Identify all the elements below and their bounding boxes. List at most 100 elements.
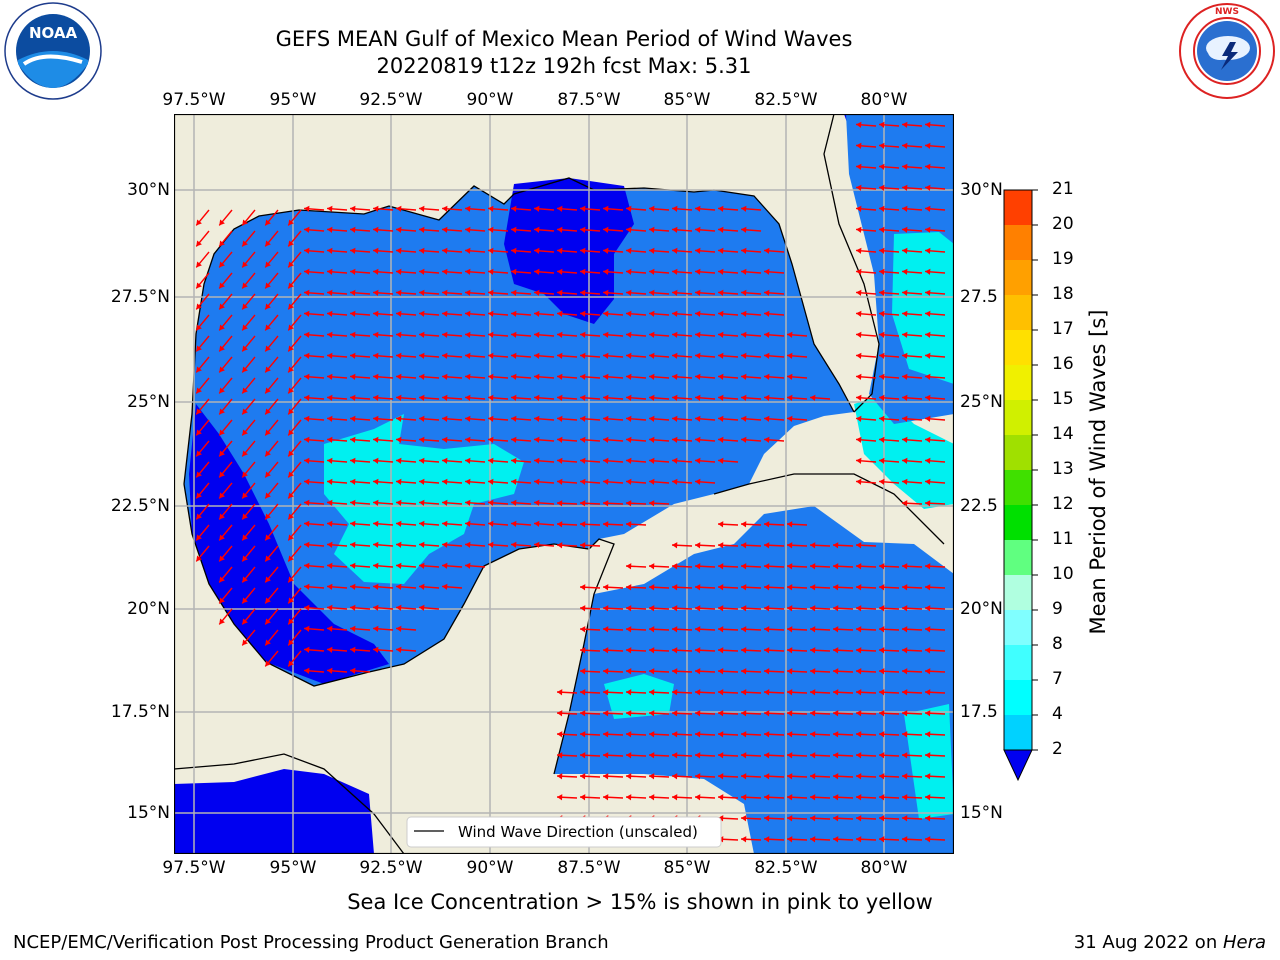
wave-arrow-head: [465, 310, 471, 317]
wave-arrow-head: [879, 373, 885, 380]
wave-arrow-head: [833, 752, 839, 759]
wave-arrow-head: [925, 373, 931, 380]
wave-arrow-head: [902, 836, 908, 843]
wave-arrow-head: [649, 752, 655, 759]
wave-arrow-head: [511, 478, 517, 485]
wave-arrow-head: [856, 121, 862, 128]
wave-arrow-head: [856, 184, 862, 191]
wave-arrow-head: [764, 310, 770, 317]
wave-arrow-head: [925, 163, 931, 170]
wave-arrow-head: [764, 626, 770, 633]
wave-arrow-head: [879, 647, 885, 654]
map-subtitle: 20220819 t12z 192h fcst Max: 5.31: [376, 54, 752, 78]
colorbar-segment: [1004, 225, 1032, 261]
wave-arrow-head: [580, 226, 586, 233]
wave-arrow-head: [534, 268, 540, 275]
wave-arrow-head: [580, 731, 586, 738]
wave-arrow-head: [672, 205, 678, 212]
wave-arrow-head: [626, 373, 632, 380]
wave-arrow-head: [741, 373, 747, 380]
wave-arrow-head: [265, 429, 271, 436]
colorbar-segment: [1004, 715, 1032, 751]
svg-text:NWS: NWS: [1215, 7, 1239, 17]
colorbar-tick-label: 7: [1052, 669, 1063, 689]
wave-arrow-head: [396, 247, 402, 254]
wave-arrow-head: [603, 584, 609, 591]
wave-arrow-head: [242, 555, 248, 562]
map-legend: Wind Wave Direction (unscaled): [406, 816, 722, 848]
wave-arrow-head: [396, 373, 402, 380]
wave-arrow-head: [396, 310, 402, 317]
wave-arrow-head: [718, 436, 724, 443]
wave-arrow-head: [810, 626, 816, 633]
wave-arrow-head: [856, 605, 862, 612]
wave-arrow-head: [265, 282, 271, 289]
wave-arrow-head: [695, 394, 701, 401]
wave-arrow-head: [265, 471, 271, 478]
wave-arrow-head: [373, 520, 379, 527]
wave-arrow-head: [925, 752, 931, 759]
wave-arrow-head: [741, 205, 747, 212]
wave-arrow-head: [902, 668, 908, 675]
wave-arrow-head: [741, 331, 747, 338]
wave-arrow-head: [879, 226, 885, 233]
wave-arrow-head: [787, 352, 793, 359]
wave-arrow-head: [672, 247, 678, 254]
wave-arrow-head: [856, 563, 862, 570]
wave-arrow-head: [488, 499, 494, 506]
wave-arrow-head: [902, 815, 908, 822]
wave-arrow-head: [833, 836, 839, 843]
wave-arrow-head: [373, 394, 379, 401]
wave-arrow-head: [626, 563, 632, 570]
wave-arrow-head: [856, 478, 862, 485]
wave-arrow-head: [304, 583, 310, 590]
wave-arrow-head: [925, 184, 931, 191]
wave-arrow-head: [626, 394, 632, 401]
wave-arrow-head: [649, 605, 655, 612]
wave-arrow-head: [902, 331, 908, 338]
wave-arrow-head: [672, 794, 678, 801]
wave-arrow-head: [741, 626, 747, 633]
wave-arrow-head: [764, 436, 770, 443]
wave-arrow-head: [557, 731, 563, 738]
wave-arrow-head: [196, 219, 202, 226]
wave-arrow-head: [511, 226, 517, 233]
wind-wave-arrows: [195, 121, 946, 843]
wave-arrow-head: [396, 331, 402, 338]
wave-arrow-head: [603, 415, 609, 422]
wave-arrow-head: [442, 331, 448, 338]
wave-arrow-head: [649, 352, 655, 359]
wave-arrow-head: [265, 366, 271, 373]
wave-arrow-head: [196, 513, 202, 520]
wave-arrow-head: [879, 247, 885, 254]
wave-arrow-head: [856, 268, 862, 275]
wave-arrow-head: [902, 773, 908, 780]
wave-arrow-head: [718, 731, 724, 738]
wave-arrow-head: [603, 226, 609, 233]
wave-arrow-head: [304, 604, 310, 611]
colorbar-tick-label: 19: [1052, 249, 1074, 269]
wave-arrow-head: [534, 436, 540, 443]
wave-arrow-head: [242, 261, 248, 268]
colorbar-tick-label: 9: [1052, 599, 1063, 619]
wave-arrow-head: [856, 689, 862, 696]
wave-arrow-head: [219, 576, 225, 583]
wave-arrow-head: [265, 303, 271, 310]
wave-arrow-head: [695, 247, 701, 254]
wave-arrow-head: [327, 667, 333, 674]
colorbar-tick-label: 12: [1052, 494, 1074, 514]
wave-arrow-head: [902, 563, 908, 570]
wave-arrow-head: [925, 584, 931, 591]
wave-arrow-head: [511, 499, 517, 506]
wave-arrow-head: [242, 408, 248, 415]
wave-arrow-head: [534, 457, 540, 464]
wave-arrow-head: [672, 310, 678, 317]
wave-arrow-head: [626, 689, 632, 696]
mexico-coastline: [183, 483, 615, 775]
wave-arrow-head: [327, 478, 333, 485]
lon-label-bottom: 80°W: [860, 858, 908, 878]
low-period-region-southwest: [174, 769, 374, 854]
wave-arrow-head: [396, 394, 402, 401]
wave-arrow-head: [902, 121, 908, 128]
wave-arrow-head: [442, 247, 448, 254]
